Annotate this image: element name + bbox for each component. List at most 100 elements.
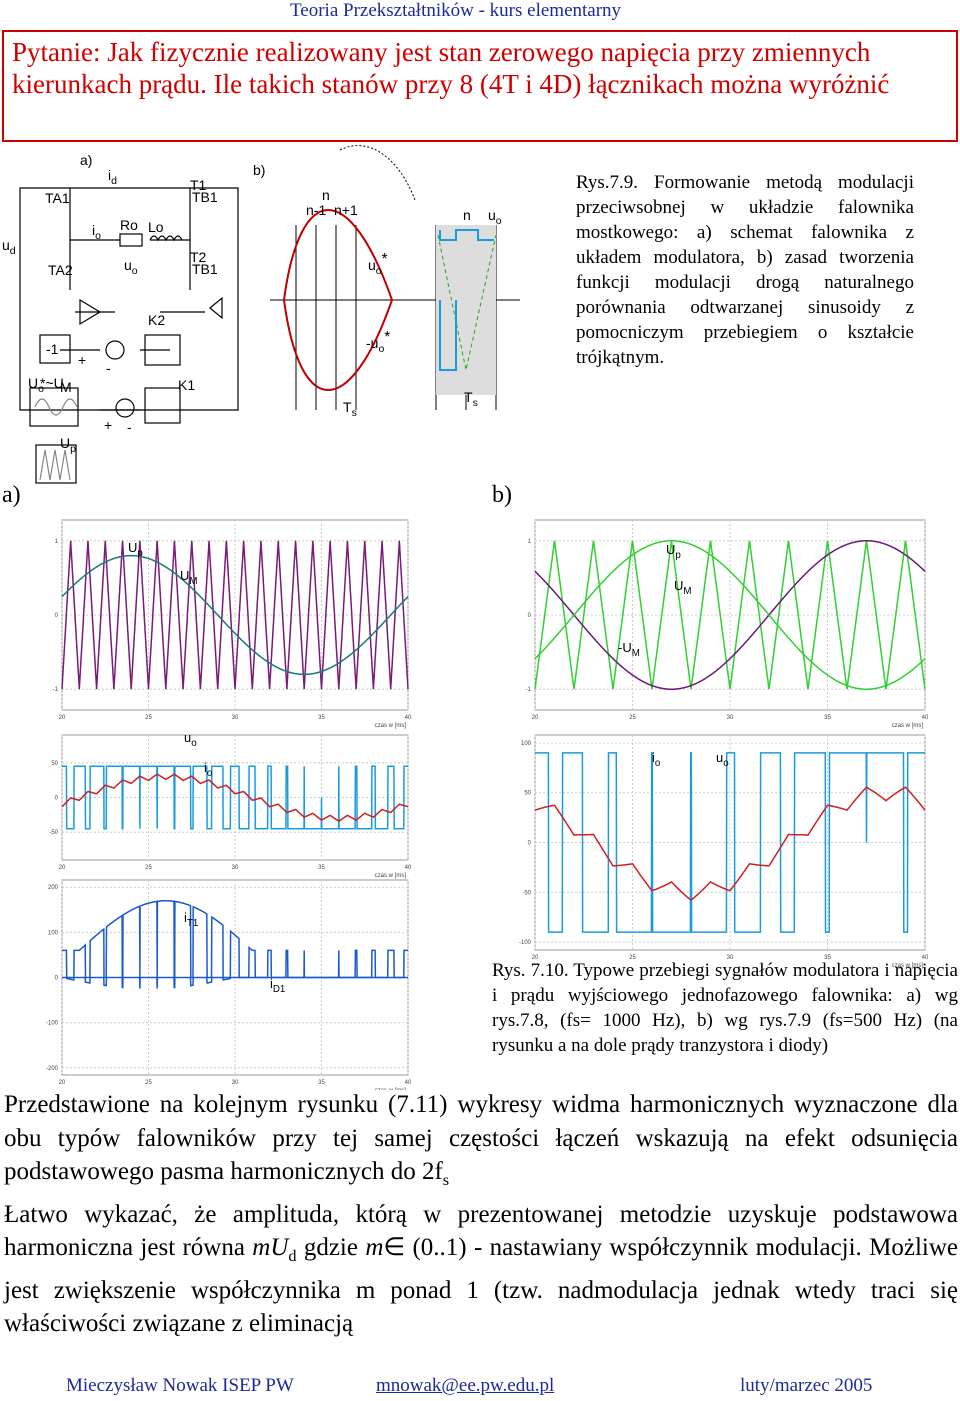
- label-sub: o: [38, 383, 44, 395]
- label: n+1: [334, 202, 358, 218]
- waveform: [534, 786, 926, 902]
- x-axis-label: czas w [ms]: [375, 873, 407, 879]
- x-axis-label: czas w [ms]: [892, 963, 924, 969]
- x-tick-label: 20: [59, 865, 66, 871]
- y-tick-label: -50: [49, 830, 58, 836]
- x-tick-label: 35: [824, 955, 831, 961]
- label-main: T: [343, 399, 352, 415]
- waveform: [61, 773, 409, 822]
- text-run: Przedstawione na kolejnym rysunku (7.11)…: [4, 1091, 958, 1185]
- y-tick-label: 100: [521, 741, 532, 747]
- x-tick-label: 20: [532, 715, 539, 721]
- label: Up: [128, 540, 143, 559]
- label: TA1: [45, 190, 70, 206]
- label-main: i: [184, 910, 187, 925]
- label-sub: o: [496, 215, 502, 227]
- x-tick-label: 25: [145, 1080, 152, 1086]
- y-tick-label: -100: [46, 1021, 59, 1027]
- label-main: u: [2, 237, 10, 253]
- y-tick-label: 0: [55, 613, 59, 619]
- label-main: Lo: [148, 219, 164, 235]
- label-sub: M: [189, 576, 197, 587]
- label: b): [253, 162, 265, 178]
- modulation-sketch: [270, 145, 520, 410]
- label-main: +: [104, 417, 112, 433]
- label-main: TA1: [45, 190, 70, 206]
- y-tick-label: 50: [524, 791, 531, 797]
- label-main: -: [106, 360, 111, 376]
- x-axis-label: czas w [ms]: [375, 723, 407, 729]
- label: n-1: [306, 202, 326, 218]
- label-sub: p: [137, 548, 143, 559]
- label-sub: s: [473, 397, 478, 409]
- label: *~U: [40, 375, 64, 391]
- text-run: d: [288, 1247, 297, 1265]
- x-tick-label: 25: [145, 865, 152, 871]
- y-tick-label: 0: [528, 613, 532, 619]
- x-tick-label: 40: [405, 1080, 412, 1086]
- label: io: [204, 760, 213, 779]
- waveform: [62, 765, 408, 830]
- label-sub: o: [207, 768, 213, 779]
- label: uo: [184, 730, 197, 749]
- label-main: -u: [366, 335, 378, 351]
- x-tick-label: 30: [727, 715, 734, 721]
- label-sub: p: [675, 550, 681, 561]
- label-main: u: [124, 257, 132, 273]
- y-tick-label: 1: [528, 539, 532, 545]
- label-sub: M: [632, 648, 640, 659]
- label: iD1: [270, 976, 285, 995]
- label-main: U: [674, 578, 683, 593]
- x-axis-label: czas w [ms]: [375, 1088, 407, 1090]
- x-tick-label: 20: [59, 1080, 66, 1086]
- label: Up: [666, 542, 681, 561]
- label-main: Ro: [120, 217, 138, 233]
- label-sub: o: [723, 758, 729, 769]
- label-main: n: [322, 187, 330, 203]
- label-main: -U: [618, 640, 632, 655]
- label: Ts: [464, 389, 478, 409]
- label: n: [322, 187, 330, 203]
- text-run: ∈ (0..1) - nastawiany współczynnik modul…: [4, 1234, 959, 1337]
- label: iT1: [184, 910, 198, 929]
- footer-email[interactable]: mnowak@ee.pw.edu.pl: [376, 1375, 555, 1396]
- label-sub: d: [111, 175, 117, 187]
- label-main: b): [253, 162, 265, 178]
- label: Up: [60, 435, 76, 455]
- y-tick-label: -1: [53, 687, 59, 693]
- label-main: i: [652, 750, 655, 765]
- label: TB1: [192, 189, 218, 205]
- label: TB1: [192, 261, 218, 277]
- y-tick-label: -100: [519, 940, 532, 946]
- y-tick-label: -1: [526, 687, 532, 693]
- label-main: K1: [178, 377, 195, 393]
- label-main: TB1: [192, 189, 218, 205]
- label-main: U: [128, 540, 137, 555]
- y-tick-label: 100: [48, 930, 59, 936]
- label: T1: [190, 177, 207, 193]
- label: Ro: [120, 217, 138, 233]
- body-text: Przedstawione na kolejnym rysunku (7.11)…: [4, 1088, 958, 1341]
- panel-label: a): [2, 482, 21, 508]
- label-sub: T1: [187, 918, 198, 929]
- label-sub: o: [376, 265, 382, 277]
- label: uo: [488, 207, 502, 227]
- label: T2: [190, 249, 207, 265]
- label: id: [108, 167, 117, 187]
- label-sub: M: [683, 586, 691, 597]
- label: ud: [2, 237, 16, 257]
- y-tick-label: -200: [46, 1066, 59, 1072]
- x-tick-label: 20: [532, 955, 539, 961]
- label: io: [652, 750, 661, 769]
- x-tick-label: 40: [405, 715, 412, 721]
- label-sub: o: [132, 265, 138, 277]
- label-main: T1: [190, 177, 207, 193]
- y-tick-label: 0: [55, 796, 59, 802]
- label-sub: o: [655, 758, 661, 769]
- label-main: -: [127, 419, 132, 435]
- label-main: u: [184, 730, 191, 745]
- label-main: U: [180, 568, 189, 583]
- waveform: [534, 540, 926, 690]
